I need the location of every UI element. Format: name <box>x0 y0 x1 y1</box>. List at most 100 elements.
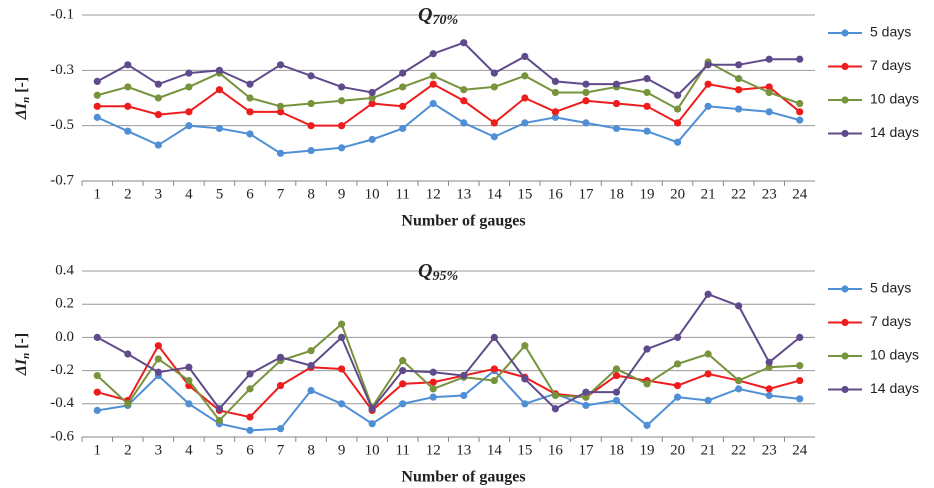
data-point <box>521 375 529 383</box>
data-point <box>246 413 254 421</box>
data-point <box>704 80 712 88</box>
chart-title: Q70% <box>418 4 458 29</box>
data-point <box>246 94 254 102</box>
y-axis-symbol: ΔI <box>13 358 30 376</box>
data-point <box>551 108 559 116</box>
data-point <box>460 39 468 47</box>
data-point <box>521 72 529 80</box>
data-point <box>429 50 437 58</box>
data-point <box>429 368 437 376</box>
legend-marker <box>841 62 849 71</box>
x-tick-label: 2 <box>124 186 132 202</box>
x-tick-label: 23 <box>762 442 777 458</box>
data-point <box>338 144 346 152</box>
x-tick-label: 10 <box>365 442 380 458</box>
x-tick-label: 18 <box>609 442 624 458</box>
y-axis-symbol: ΔI <box>13 102 30 120</box>
data-point <box>338 365 346 373</box>
data-point <box>612 365 621 373</box>
data-point <box>673 333 682 341</box>
data-point <box>582 393 590 401</box>
x-tick-label: 19 <box>640 442 655 458</box>
data-point <box>796 362 804 370</box>
data-point <box>154 355 162 363</box>
data-point <box>154 342 162 350</box>
data-point <box>643 421 651 429</box>
data-point <box>399 367 407 375</box>
data-point <box>796 376 804 385</box>
data-point <box>612 80 621 88</box>
data-point <box>704 350 712 358</box>
data-point <box>460 391 468 400</box>
legend-label: 5 days <box>870 280 911 296</box>
data-point <box>735 86 743 94</box>
data-point <box>124 83 132 91</box>
data-point <box>93 371 101 380</box>
data-point <box>215 416 224 424</box>
data-point <box>460 97 468 105</box>
series-line <box>96 322 800 422</box>
data-point <box>307 72 315 80</box>
data-point <box>154 111 162 119</box>
data-point <box>399 400 407 408</box>
data-point <box>429 385 437 393</box>
data-point <box>490 133 498 141</box>
data-point <box>93 102 101 110</box>
data-point <box>185 83 193 91</box>
data-point <box>307 122 315 130</box>
legend-label: 10 days <box>870 91 919 107</box>
data-point <box>338 320 346 328</box>
data-point <box>154 94 162 102</box>
x-tick-label: 5 <box>216 442 224 458</box>
data-point <box>490 119 498 127</box>
y-tick-label: 0.4 <box>55 262 74 278</box>
data-point <box>612 124 621 133</box>
data-point <box>582 401 590 410</box>
data-point <box>643 380 651 388</box>
y-tick-label: -0.4 <box>50 395 74 411</box>
x-tick-label: 6 <box>246 186 254 202</box>
x-tick-label: 20 <box>670 442 685 458</box>
data-point <box>338 400 346 408</box>
data-point <box>154 368 162 376</box>
data-point <box>368 88 376 97</box>
data-point <box>673 381 682 390</box>
data-point <box>704 102 712 110</box>
data-point <box>185 122 193 130</box>
data-point <box>154 141 162 149</box>
data-point <box>735 105 743 113</box>
data-point <box>673 138 682 146</box>
data-point <box>765 363 773 371</box>
x-axis-title: Number of gauges <box>401 213 525 230</box>
data-point <box>93 77 101 85</box>
data-point <box>93 406 101 415</box>
data-point <box>429 72 437 80</box>
x-tick-label: 6 <box>246 442 254 458</box>
series-line <box>96 41 800 97</box>
data-point <box>735 302 743 310</box>
x-tick-label: 13 <box>456 442 471 458</box>
y-tick-label: -0.6 <box>50 428 74 444</box>
data-point <box>582 80 590 88</box>
data-point <box>246 370 254 378</box>
data-point <box>215 86 224 94</box>
y-tick-label: -0.7 <box>50 172 74 188</box>
data-point <box>521 94 529 102</box>
x-tick-label: 19 <box>640 186 655 202</box>
x-tick-label: 8 <box>307 186 315 202</box>
data-point <box>276 102 285 110</box>
series-line <box>96 102 800 155</box>
data-point <box>368 405 376 413</box>
data-point <box>399 102 407 110</box>
series-line <box>97 60 801 111</box>
data-point <box>460 86 468 94</box>
data-point <box>796 108 804 116</box>
data-point <box>185 376 193 385</box>
data-point <box>582 88 590 97</box>
title-subscript: 95% <box>432 269 458 284</box>
data-point <box>124 350 132 358</box>
series-line <box>97 343 800 419</box>
data-point <box>246 426 254 434</box>
legend-marker <box>841 352 849 360</box>
